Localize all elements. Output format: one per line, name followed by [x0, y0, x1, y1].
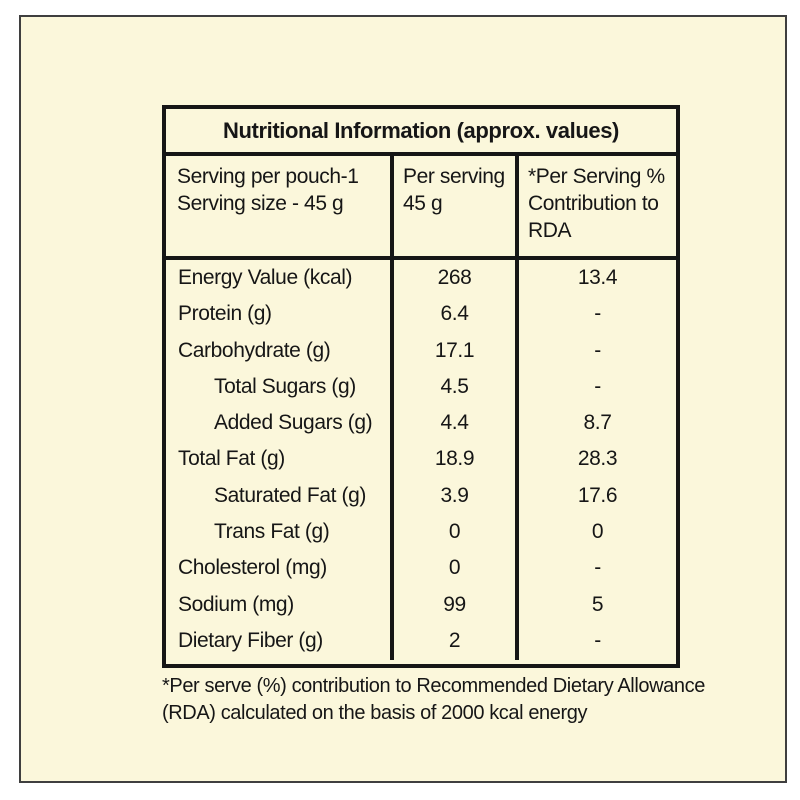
- row-label: Protein (g): [178, 302, 272, 326]
- row-value-rda: 17.6: [577, 483, 618, 507]
- row-value-per-serving: 0: [448, 556, 461, 580]
- serving-size-text: Serving size - 45 g: [177, 192, 344, 215]
- row-value-per-serving: 4.4: [440, 411, 469, 435]
- header-serving-info: Serving per pouch-1 Serving size - 45 g: [166, 156, 390, 260]
- row-value-per-serving: 3.9: [440, 483, 469, 507]
- row-value-rda: -: [594, 374, 601, 398]
- serving-per-pouch-text: Serving per pouch-1: [177, 165, 359, 188]
- row-value-rda: -: [594, 628, 601, 652]
- row-value-per-serving: 2: [448, 628, 461, 652]
- row-label: Carbohydrate (g): [178, 338, 331, 362]
- column-nutrient: Serving per pouch-1 Serving size - 45 g …: [166, 156, 390, 660]
- row-value-per-serving: 268: [437, 266, 472, 289]
- header-rda-contribution: *Per Serving % Contribution to RDA: [519, 156, 676, 260]
- row-value-rda: 5: [591, 592, 604, 616]
- row-value-per-serving: 99: [443, 592, 466, 616]
- row-label: Energy Value (kcal): [178, 266, 353, 289]
- row-value-rda: -: [594, 556, 601, 580]
- row-value-per-serving: 6.4: [440, 302, 469, 326]
- nutrition-label-panel: Nutritional Information (approx. values)…: [19, 15, 787, 783]
- column-rda-contribution: *Per Serving % Contribution to RDA 13.4 …: [515, 156, 676, 660]
- row-value-rda: 13.4: [577, 266, 618, 289]
- rda-footnote-line2: (RDA) calculated on the basis of 2000 kc…: [162, 702, 588, 724]
- row-label: Added Sugars (g): [214, 411, 373, 435]
- rda-footnote: *Per serve (%) contribution to Recommend…: [162, 673, 705, 727]
- table-body: Serving per pouch-1 Serving size - 45 g …: [166, 156, 676, 660]
- row-label: Saturated Fat (g): [214, 483, 366, 507]
- row-value-per-serving: 17.1: [434, 338, 475, 362]
- row-value-per-serving: 4.5: [440, 374, 469, 398]
- row-value-rda: 8.7: [583, 411, 612, 435]
- rda-header-line1: *Per Serving %: [528, 165, 665, 188]
- row-value-per-serving: 0: [448, 520, 461, 544]
- row-value-rda: 0: [591, 520, 604, 544]
- column-per-serving: Per serving 45 g 268 6.4 17.1 4.5 4.4 18…: [390, 156, 515, 660]
- per-serving-text: Per serving: [403, 165, 505, 188]
- row-label: Sodium (mg): [178, 592, 294, 616]
- table-title: Nutritional Information (approx. values): [166, 109, 676, 156]
- rda-header-line3: RDA: [528, 219, 572, 242]
- row-label: Total Fat (g): [178, 447, 285, 471]
- row-value-rda: -: [594, 302, 601, 326]
- rda-footnote-line1: *Per serve (%) contribution to Recommend…: [162, 675, 705, 697]
- row-label: Cholesterol (mg): [178, 556, 327, 580]
- row-label: Total Sugars (g): [214, 374, 356, 398]
- header-per-serving: Per serving 45 g: [394, 156, 515, 260]
- per-serving-amount: 45 g: [403, 192, 443, 215]
- row-value-rda: 28.3: [577, 447, 618, 471]
- rda-header-line2: Contribution to: [528, 192, 659, 215]
- nutrition-table: Nutritional Information (approx. values)…: [162, 105, 680, 668]
- row-label: Trans Fat (g): [214, 520, 330, 544]
- row-value-rda: -: [594, 338, 601, 362]
- row-label: Dietary Fiber (g): [178, 628, 323, 652]
- row-value-per-serving: 18.9: [434, 447, 475, 471]
